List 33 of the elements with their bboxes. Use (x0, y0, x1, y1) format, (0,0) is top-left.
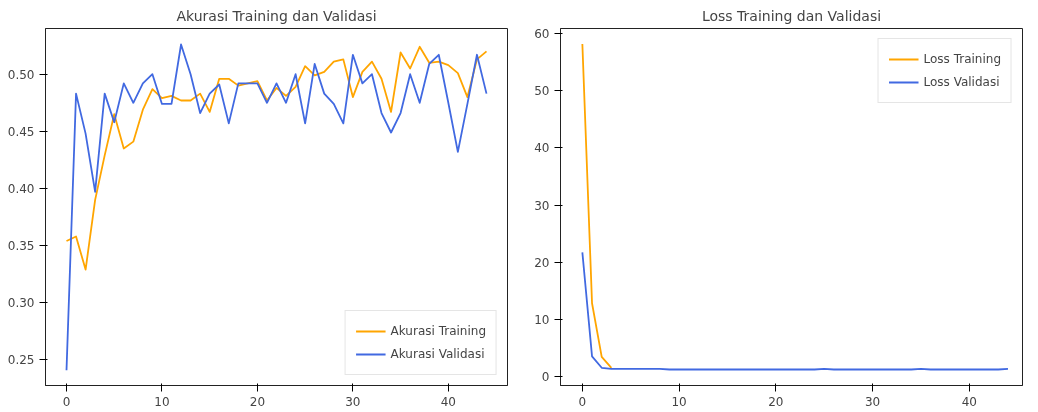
x-tick-label: 0 (62, 394, 71, 409)
y-tick-label: 10 (534, 312, 550, 327)
y-tick-label: 0.40 (7, 181, 35, 196)
legend-label: Loss Training (923, 52, 1001, 66)
y-tick-label: 50 (534, 84, 550, 99)
x-tick-label: 30 (345, 394, 361, 409)
y-tick-label: 0.25 (7, 353, 35, 368)
x-tick-label: 20 (768, 394, 784, 409)
y-tick-label: 40 (534, 141, 550, 156)
line-series (65, 43, 488, 372)
legend-label: Loss Validasi (923, 75, 1000, 89)
x-tick-label: 20 (249, 394, 266, 409)
x-tick-label: 40 (440, 394, 456, 409)
legend-label: Akurasi Training (390, 324, 486, 338)
y-tick-label: 0 (541, 369, 550, 384)
legend-label: Akurasi Validasi (390, 347, 485, 361)
chart-title: Loss Training dan Validasi (701, 7, 882, 24)
x-tick-label: 40 (961, 394, 977, 409)
x-tick-label: 0 (578, 394, 587, 409)
x-tick-label: 10 (671, 394, 687, 409)
x-tick-label: 10 (154, 394, 170, 409)
y-tick-label: 0.50 (7, 67, 35, 82)
line-series (581, 43, 613, 369)
x-tick-label: 30 (864, 394, 881, 409)
y-tick-label: 0.30 (7, 296, 35, 311)
line-series (65, 45, 488, 271)
y-tick-label: 0.35 (7, 239, 35, 254)
y-tick-label: 0.45 (7, 124, 35, 139)
chart-title: Akurasi Training dan Validasi (176, 7, 377, 24)
y-tick-label: 20 (534, 255, 550, 270)
line-series (581, 251, 1009, 371)
y-tick-label: 60 (534, 27, 550, 42)
y-tick-label: 30 (534, 198, 550, 213)
